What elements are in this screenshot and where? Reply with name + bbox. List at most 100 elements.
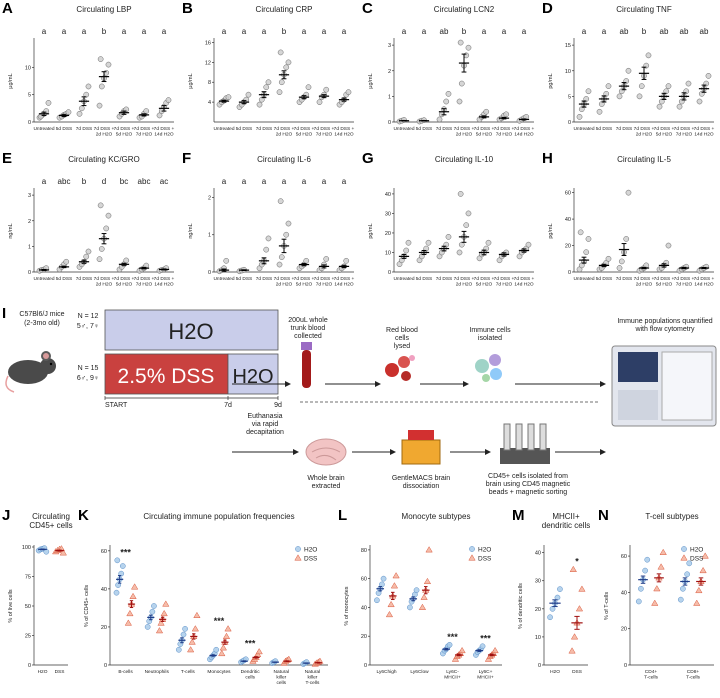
legend-marker [680, 554, 688, 561]
data-point [570, 633, 579, 640]
legend-marker [681, 546, 687, 552]
data-point [458, 241, 465, 248]
data-point [165, 97, 172, 103]
data-point [114, 557, 121, 564]
step-label: Red blood cells lysed [386, 327, 418, 350]
x-tick-label: 7d DSS +7d H2O [134, 276, 155, 288]
x-tick-label: 7d DSS +2d H2O [274, 276, 295, 288]
data-point [401, 117, 407, 123]
group-sex: 6♂, 9♀ [77, 375, 99, 382]
data-point [387, 600, 395, 608]
blood-tube-icon [301, 342, 312, 388]
data-point [443, 98, 450, 105]
data-point [635, 598, 642, 605]
x-tick-label: 7d DSS +14d H2O [334, 276, 355, 288]
group-letter: ab [680, 27, 689, 36]
data-point [124, 619, 132, 626]
protocol-panel: I C57Bl6/J mice (2-3mo old) N = 12 5♂, 7… [2, 305, 717, 496]
panel-title: Circulating TNF [616, 5, 672, 14]
y-tick-label: 25 [25, 634, 31, 640]
y-tick-label: 12 [205, 60, 211, 66]
x-tick-label: 5d DSS [56, 126, 73, 132]
data-point [420, 593, 428, 600]
x-tick-label: 7d DSS +2d H2O [634, 126, 655, 138]
data-point [659, 548, 667, 555]
step-label: Immune populations quantified with flow c… [617, 318, 712, 333]
y-tick-label: 0 [568, 270, 571, 276]
x-tick-label: 7d DSS +14d H2O [334, 126, 355, 138]
y-axis-label: ng/mL [188, 223, 194, 238]
panel-title: Circulating immune population frequencie… [143, 512, 294, 521]
group-letter: a [242, 177, 247, 186]
panel-label: K [78, 507, 89, 524]
x-tick-label: 5d DSS [56, 276, 73, 282]
y-tick-label: 10 [565, 69, 571, 75]
panel-label: N [598, 507, 609, 524]
timeline-label: 9d [274, 402, 282, 409]
y-tick-label: 60 [101, 549, 107, 555]
group-letter: a [322, 177, 327, 186]
euthanasia: Euthanasia via rapid decapitation [246, 413, 284, 436]
y-tick-label: 0 [104, 663, 107, 669]
y-tick-label: 15 [565, 43, 571, 49]
data-point [118, 570, 125, 577]
significance: *** [214, 616, 225, 626]
group-letter: ac [160, 177, 168, 186]
data-point [175, 646, 182, 653]
panel-title: T-cell subtypes [645, 512, 698, 521]
legend-label: H2O [478, 547, 491, 554]
panel-title: Circulating LBP [76, 5, 131, 14]
data-point [457, 39, 464, 46]
data-point [278, 79, 285, 86]
data-point [458, 646, 466, 654]
magnet-rack-icon [500, 423, 550, 464]
data-point [658, 98, 665, 105]
x-tick-label: Ly6C+ MHCII+ [477, 669, 494, 681]
x-tick-label: 7d DSS +7d H2O [134, 126, 155, 138]
data-point [276, 89, 283, 96]
x-tick-label: 7d DSS +5d H2O [474, 276, 495, 288]
y-tick-label: 5 [28, 93, 31, 99]
y-tick-label: 0 [28, 663, 31, 669]
data-point [491, 646, 499, 654]
data-point [407, 604, 413, 611]
group-letter: a [422, 27, 427, 36]
x-tick-label: 7d DSS +7d H2O [674, 276, 695, 288]
data-point [155, 627, 164, 634]
data-point [485, 239, 492, 246]
data-point [123, 257, 130, 264]
y-tick-label: 0 [208, 270, 211, 276]
data-point [465, 44, 472, 51]
x-tick-label: CD8+ T-cells [686, 669, 700, 681]
y-tick-label: 0 [568, 120, 571, 126]
panel-label: A [2, 0, 13, 17]
group-letter: bc [120, 177, 128, 186]
panel-title: Circulating KC/GRO [68, 155, 140, 164]
group-letter: ab [620, 27, 629, 36]
y-tick-label: 1 [388, 94, 391, 100]
y-tick-label: 40 [361, 605, 367, 611]
data-point [374, 597, 380, 604]
timeline-label: START [105, 402, 128, 409]
y-tick-label: 3 [388, 43, 391, 49]
data-point [380, 575, 387, 582]
data-point [105, 61, 112, 68]
data-point [186, 646, 195, 653]
x-tick-label: H2O [38, 669, 48, 675]
group-letter: a [262, 27, 267, 36]
data-point [596, 108, 603, 115]
group-sex: 5♂, 7♀ [77, 323, 99, 330]
x-tick-label: Untreated [573, 276, 594, 282]
data-point [656, 103, 663, 110]
data-point [323, 86, 330, 93]
data-point [98, 246, 105, 252]
mouse-age: (2-3mo old) [24, 320, 60, 327]
data-point [85, 248, 92, 255]
data-point [605, 83, 612, 89]
data-point [224, 625, 232, 632]
y-axis-label: µg/mL [8, 73, 14, 88]
y-tick-label: 20 [621, 627, 627, 633]
group-n: N = 15 [78, 365, 99, 372]
data-point [180, 631, 187, 638]
data-point [76, 110, 83, 117]
